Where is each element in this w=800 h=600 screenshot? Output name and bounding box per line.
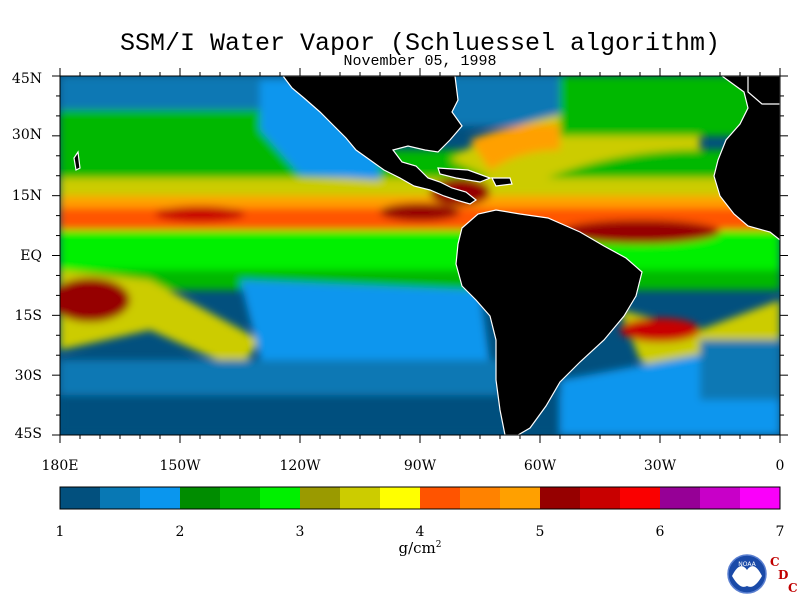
noaa-bird-icon	[732, 566, 762, 587]
north-america-land	[282, 76, 478, 205]
lon-label-60w: 60W	[523, 458, 557, 474]
colorbar-swatch	[100, 487, 141, 509]
logo-letter-d: D	[778, 568, 788, 582]
colorbar-swatch	[740, 487, 781, 509]
units-superscript: 2	[435, 540, 442, 550]
map-title: SSM/I Water Vapor (Schluessel algorithm)	[119, 29, 721, 58]
axis-ticks	[52, 68, 788, 443]
colorbar-label-2: 2	[175, 524, 185, 540]
colorbar-label-4: 4	[415, 524, 425, 540]
water-vapor-map	[60, 76, 780, 435]
colorbar-swatch	[300, 487, 341, 509]
hawaii-island	[73, 150, 81, 171]
colorbar-swatch	[420, 487, 461, 509]
colorbar	[59, 486, 781, 510]
lat-label-45n: 45N	[11, 71, 42, 87]
colorbar-swatch	[540, 487, 581, 509]
lon-label-120w: 120W	[279, 458, 321, 474]
noaa-cdc-logo: NOAA C D C	[727, 554, 798, 595]
lon-label-180e: 180E	[41, 458, 79, 474]
colorbar-swatch	[460, 487, 501, 509]
cuba-land	[437, 167, 492, 183]
lat-label-30s: 30S	[14, 368, 42, 384]
colorbar-label-5: 5	[535, 524, 545, 540]
colorbar-swatch	[660, 487, 701, 509]
logo-letter-c2: C	[788, 581, 798, 595]
colorbar-label-7: 7	[775, 524, 785, 540]
colorbar-label-6: 6	[655, 524, 665, 540]
lon-label-90w: 90W	[403, 458, 437, 474]
south-america-land	[455, 209, 643, 435]
colorbar-swatch	[340, 487, 381, 509]
lat-label-15n: 15N	[11, 188, 42, 204]
noaa-seal-text: NOAA	[738, 561, 756, 568]
africa-land	[713, 76, 780, 241]
lat-label-45s: 45S	[14, 426, 42, 442]
colorbar-swatch	[260, 487, 301, 509]
lat-label-30n: 30N	[11, 127, 42, 143]
europe-land	[747, 76, 780, 105]
colorbar-swatch	[620, 487, 661, 509]
colorbar-label-1: 1	[55, 524, 65, 540]
map-date: November 05, 1998	[343, 53, 497, 70]
lon-label-150w: 150W	[159, 458, 201, 474]
lat-label-15s: 15S	[14, 308, 42, 324]
colorbar-swatch	[60, 487, 101, 509]
colorbar-swatch	[500, 487, 541, 509]
land-masses	[73, 76, 780, 435]
colorbar-units: g/cm2	[380, 539, 460, 557]
colorbar-swatch	[220, 487, 261, 509]
colorbar-swatch	[140, 487, 181, 509]
units-main: g/cm	[398, 539, 436, 557]
lon-label-0: 0	[775, 458, 785, 474]
colorbar-swatch	[380, 487, 421, 509]
colorbar-swatch	[700, 487, 741, 509]
colorbar-swatch	[580, 487, 621, 509]
colorbar-swatch	[180, 487, 221, 509]
lat-label-eq: EQ	[20, 248, 42, 264]
colorbar-label-3: 3	[295, 524, 305, 540]
hispaniola-land	[491, 177, 513, 187]
logo-letter-c1: C	[770, 555, 780, 569]
lon-label-30w: 30W	[643, 458, 677, 474]
colorbar-frame	[59, 486, 781, 510]
